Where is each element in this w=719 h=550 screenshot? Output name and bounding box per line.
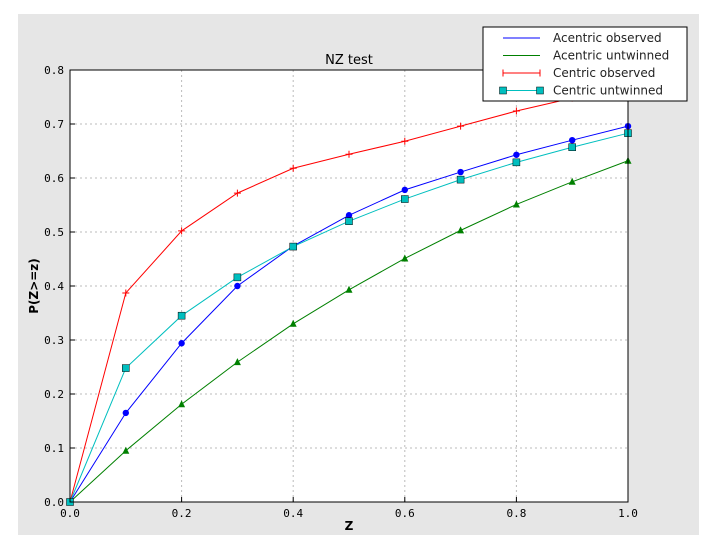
data-point: [512, 200, 520, 208]
legend-label: Acentric observed: [553, 31, 662, 45]
data-point: [289, 319, 297, 327]
legend-label: Acentric untwinned: [553, 49, 669, 63]
y-tick-label: 0.2: [44, 388, 64, 401]
data-point: [234, 282, 241, 290]
data-point: [512, 107, 520, 115]
chart-title: NZ test: [325, 53, 373, 68]
data-point: [122, 446, 130, 454]
data-point: [289, 242, 297, 251]
x-tick-label: 0.0: [60, 507, 80, 520]
legend-label: Centric untwinned: [553, 84, 663, 98]
data-point: [345, 217, 353, 225]
data-point: [457, 226, 465, 234]
x-tick-label: 1.0: [618, 507, 638, 520]
data-point: [456, 175, 465, 184]
series-centric-untwinned: [66, 129, 632, 506]
data-point: [178, 400, 186, 408]
y-tick-label: 0.7: [44, 118, 64, 131]
data-point: [233, 273, 242, 282]
x-tick-label: 0.8: [506, 507, 526, 520]
legend-box: [482, 26, 688, 102]
x-tick-label: 0.6: [395, 507, 415, 520]
data-point: [401, 254, 409, 262]
data-point: [289, 164, 297, 172]
data-point: [345, 212, 353, 219]
y-tick-label: 0.0: [44, 496, 64, 509]
data-point: [568, 143, 576, 151]
data-point: [569, 137, 576, 144]
legend-marker: [499, 86, 507, 95]
legend-label: Centric observed: [553, 66, 655, 80]
y-tick-label: 0.1: [44, 442, 64, 455]
legend: Acentric observed Acentric untwinned Centr…: [482, 26, 688, 102]
data-point: [178, 340, 185, 347]
data-point: [457, 168, 464, 176]
y-tick-label: 0.4: [44, 280, 64, 293]
data-point: [122, 364, 130, 372]
data-point: [457, 122, 465, 130]
legend-marker: [536, 86, 544, 95]
y-tick-label: 0.3: [44, 334, 64, 347]
y-tick-label: 0.6: [44, 172, 64, 185]
data-point: [178, 227, 186, 235]
series-acentric-untwinned: [66, 156, 632, 505]
data-point: [177, 311, 186, 320]
y-tick-label: 0.5: [44, 226, 64, 239]
data-point: [233, 358, 241, 366]
data-point: [122, 409, 129, 417]
data-point: [401, 195, 409, 203]
data-point: [345, 150, 353, 158]
data-point: [401, 137, 409, 145]
data-point: [513, 151, 520, 158]
data-point: [233, 189, 241, 197]
x-tick-label: 0.2: [172, 507, 192, 520]
data-point: [345, 285, 353, 293]
y-tick-label: 0.8: [44, 64, 64, 77]
data-point: [512, 158, 521, 167]
x-axis-label: Z: [345, 519, 354, 533]
plot-frame: [69, 69, 629, 503]
x-tick-label: 0.4: [283, 507, 303, 520]
y-axis-label: P(Z>=z): [27, 258, 41, 314]
data-point: [568, 177, 576, 185]
data-point: [122, 289, 130, 297]
data-point: [401, 186, 408, 194]
